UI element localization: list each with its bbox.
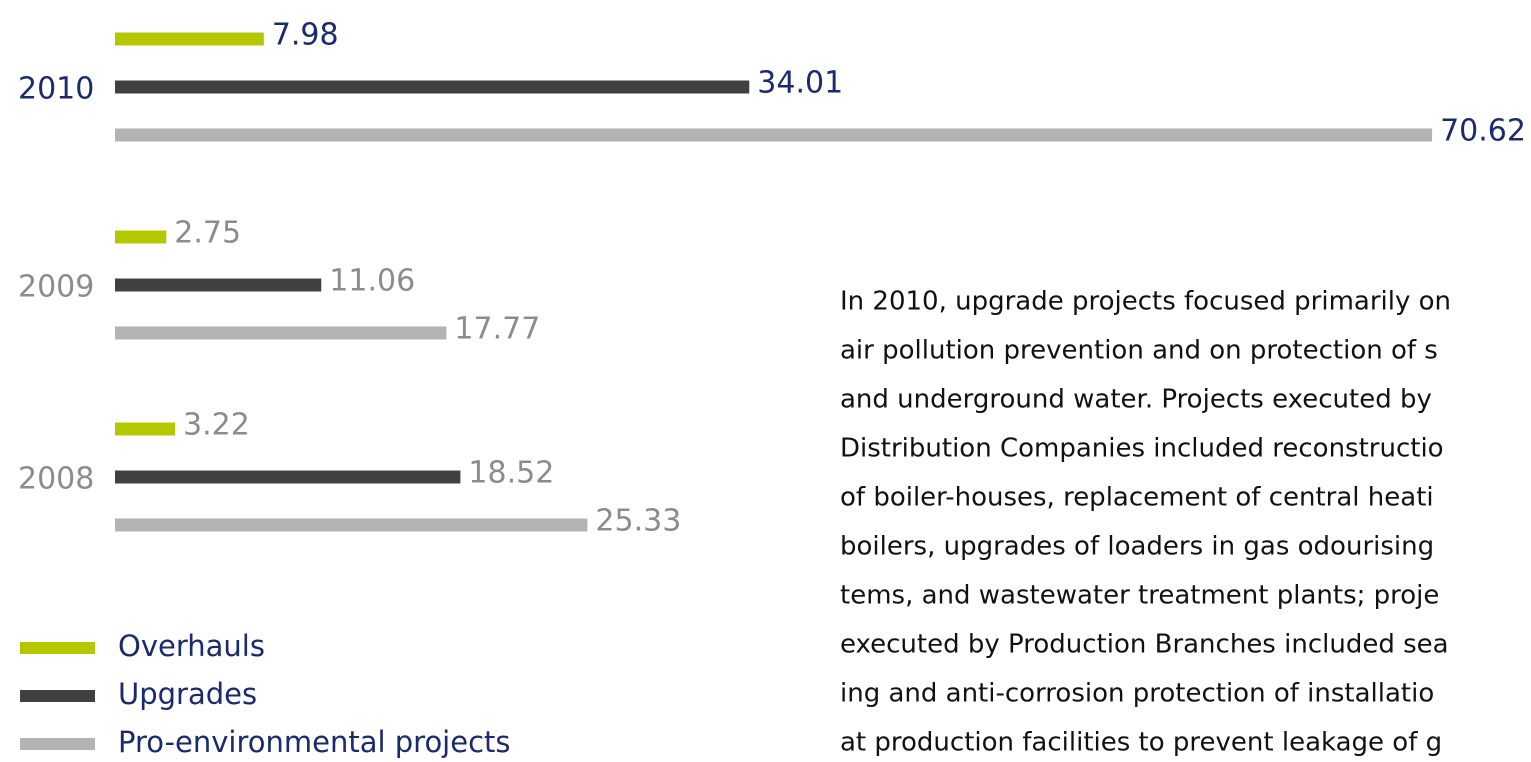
legend-label: Pro-environmental projects xyxy=(118,725,511,759)
bar xyxy=(115,230,167,244)
paragraph-line: executed by Production Branches included… xyxy=(840,630,1449,660)
bar xyxy=(115,278,322,292)
value-label: 2.75 xyxy=(174,216,241,251)
value-label: 11.06 xyxy=(329,264,415,299)
category-label: 2010 xyxy=(18,72,94,107)
legend-swatch xyxy=(20,738,95,750)
value-label: 25.33 xyxy=(595,504,681,539)
category-label: 2009 xyxy=(18,270,94,305)
bar xyxy=(115,128,1433,142)
paragraph-line: of boiler-houses, replacement of central… xyxy=(840,483,1434,513)
paragraph-line: and underground water. Projects executed… xyxy=(840,385,1432,415)
legend-swatch xyxy=(20,690,95,702)
bar xyxy=(115,32,264,46)
paragraph-line: Distribution Companies included reconstr… xyxy=(840,434,1444,464)
bar xyxy=(115,326,447,340)
value-label: 3.22 xyxy=(183,408,250,443)
legend-label: Overhauls xyxy=(118,629,265,663)
value-label: 7.98 xyxy=(272,18,339,53)
value-label: 34.01 xyxy=(757,66,843,101)
paragraph-line: air pollution prevention and on protecti… xyxy=(840,336,1438,366)
value-label: 70.62 xyxy=(1440,114,1526,149)
category-label: 2008 xyxy=(18,462,94,497)
legend-swatch xyxy=(20,642,95,654)
paragraph-line: at production facilities to prevent leak… xyxy=(840,728,1442,758)
bar xyxy=(115,422,176,436)
paragraph-line: boilers, upgrades of loaders in gas odou… xyxy=(840,532,1434,562)
legend-label: Upgrades xyxy=(118,677,257,711)
bar xyxy=(115,80,750,94)
bar xyxy=(115,518,588,532)
value-label: 17.77 xyxy=(454,312,540,347)
bar xyxy=(115,470,461,484)
value-label: 18.52 xyxy=(468,456,554,491)
paragraph-line: tems, and wastewater treatment plants; p… xyxy=(840,581,1439,611)
paragraph-line: In 2010, upgrade projects focused primar… xyxy=(840,287,1451,317)
paragraph-line: ing and anti-corrosion protection of ins… xyxy=(840,679,1434,709)
